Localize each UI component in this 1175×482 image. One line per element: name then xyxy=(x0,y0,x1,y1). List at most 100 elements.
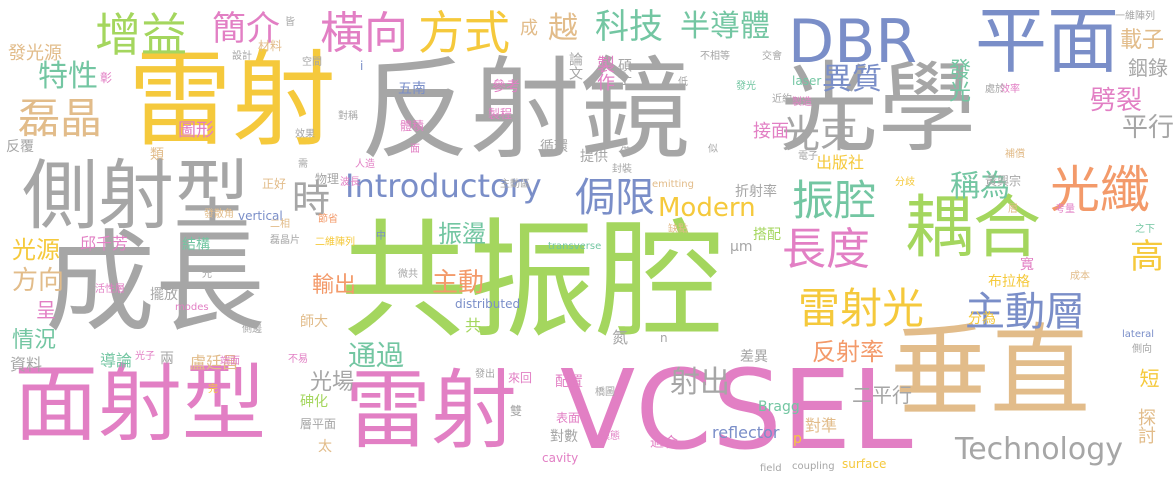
word: 側射型 xyxy=(22,151,250,240)
word: 黃興宗 xyxy=(985,174,1022,188)
word: 製程 xyxy=(488,107,513,121)
word: 情況 xyxy=(12,328,57,353)
word: 橋圖 xyxy=(595,387,615,398)
word: 材料 xyxy=(258,39,283,53)
word: laser xyxy=(792,74,822,88)
word: 發散角 xyxy=(204,209,234,220)
word: 對準 xyxy=(805,416,838,435)
word: 處於 xyxy=(985,84,1005,95)
word: 擺放 xyxy=(150,287,178,303)
word: 碩士 xyxy=(616,58,632,86)
word: 對數 xyxy=(550,429,578,445)
word: 效果 xyxy=(295,129,315,140)
word: 雷射 xyxy=(345,361,517,461)
word: 光源 xyxy=(12,236,60,264)
word: transverse xyxy=(548,241,602,252)
word: 共 xyxy=(465,316,482,335)
word: 垂直 xyxy=(890,313,1090,430)
word: coupling xyxy=(792,461,835,472)
word: μm xyxy=(730,239,753,255)
word: 特性 xyxy=(38,59,98,94)
word: 磊晶 xyxy=(18,94,103,143)
word: 微共 xyxy=(398,269,418,280)
word: 輸出 xyxy=(312,273,357,298)
word: 之下 xyxy=(1135,224,1155,235)
word: 二相 xyxy=(270,219,290,230)
word: 出版社 xyxy=(816,153,865,172)
word: 節省 xyxy=(318,214,338,225)
word: 封裝 xyxy=(612,164,632,175)
word: 分歧 xyxy=(895,177,915,188)
word: 主動 xyxy=(432,268,485,298)
word: Introductory xyxy=(345,167,542,205)
word: Technology xyxy=(955,432,1124,467)
word: 主動層 xyxy=(965,289,1085,335)
word: 射出 xyxy=(670,365,730,400)
word: 面 xyxy=(410,144,420,155)
word: 反射鏡 xyxy=(360,46,690,174)
word: vertical xyxy=(238,209,283,223)
word: 劈裂 xyxy=(1090,86,1143,116)
word: 光纖 xyxy=(1050,161,1150,219)
word: 提供 xyxy=(580,149,608,165)
word: 不相等 xyxy=(700,51,730,62)
word: 雙 xyxy=(510,404,523,418)
word: 增益 xyxy=(95,8,187,62)
word: 發光 xyxy=(945,58,970,102)
word: 稱為 xyxy=(950,169,1010,204)
word: 平行 xyxy=(1122,113,1175,143)
word: 二平行 xyxy=(852,383,912,407)
word: 短 xyxy=(1136,368,1160,388)
word: 不易 xyxy=(288,354,308,365)
word: i xyxy=(360,59,364,73)
word: 探討 xyxy=(1135,408,1156,444)
word: 中 xyxy=(376,231,386,242)
word: 時 xyxy=(292,177,331,221)
word: 越 xyxy=(548,11,578,46)
word: 空間 xyxy=(302,57,322,68)
word: 面射型 xyxy=(14,355,267,453)
word: 端面 xyxy=(220,356,240,367)
word: 論文 xyxy=(567,52,583,80)
word: 模態 xyxy=(600,431,620,442)
word: n xyxy=(660,331,668,345)
word: 層平面 xyxy=(300,417,337,431)
word: 反射率 xyxy=(812,338,884,366)
word: 側邊 xyxy=(242,324,262,335)
word: 雷射光 xyxy=(798,284,925,333)
word: 銦錄 xyxy=(1128,56,1168,80)
word: 成 xyxy=(520,18,538,39)
word: 盧廷昌 xyxy=(190,353,239,372)
word: 方向 xyxy=(12,266,65,296)
word: 電子 xyxy=(798,151,818,162)
word: 參考 xyxy=(492,79,520,95)
word: 折射率 xyxy=(735,184,777,200)
word: 光學 xyxy=(780,52,977,166)
word: 光子 xyxy=(135,351,155,362)
word: 發光 xyxy=(736,81,756,92)
word: 來回 xyxy=(508,371,533,385)
word: 圖形 xyxy=(178,120,214,141)
word: 製作 xyxy=(594,55,615,91)
word: 氮 xyxy=(612,328,629,347)
word: 補償 xyxy=(1005,149,1025,160)
word: 完 xyxy=(208,384,218,395)
word: 雷射 xyxy=(128,39,337,161)
word: 侷限 xyxy=(575,175,655,221)
word: 適合 xyxy=(650,435,678,451)
word: 設計 xyxy=(232,51,252,62)
word: 寬 xyxy=(1020,257,1034,273)
word: p xyxy=(793,431,802,447)
word: 層 xyxy=(1008,204,1018,215)
word: 導論 xyxy=(100,351,133,370)
word: 五南 xyxy=(398,81,426,97)
word: 側向 xyxy=(1132,344,1152,355)
word: reflector xyxy=(712,423,780,442)
word: 光束 xyxy=(782,112,859,156)
word: 差異 xyxy=(740,349,768,365)
word: 效率 xyxy=(1000,84,1020,95)
word: 呈 xyxy=(36,298,56,322)
word: 高 xyxy=(1130,237,1164,277)
word: 耦合 xyxy=(905,189,1042,268)
word: 體積 xyxy=(400,119,425,133)
